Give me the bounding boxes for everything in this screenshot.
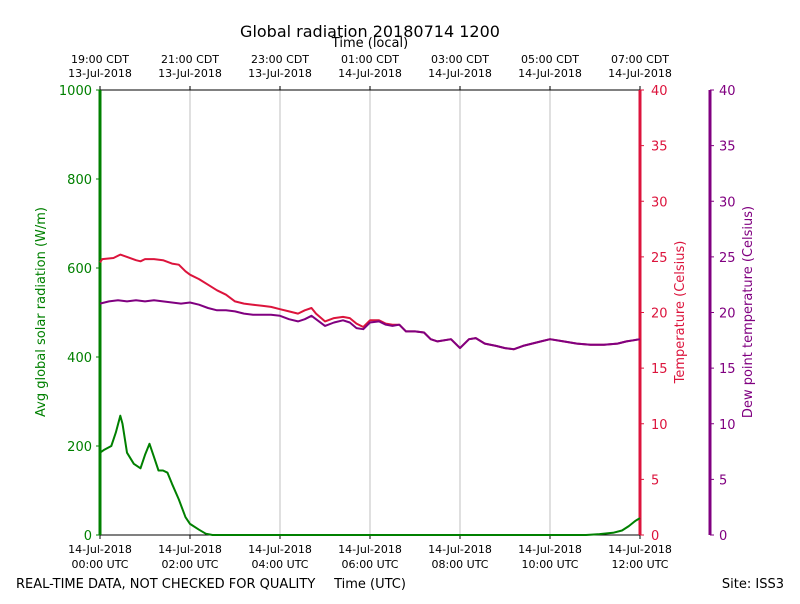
temperature-axis-tick-label: 35 [651, 140, 668, 155]
x-tick-label-date: 14-Jul-2018 [428, 543, 492, 556]
dewpoint-axis-label: Dew point temperature (Celsius) [741, 206, 756, 418]
radiation-axis-tick-label: 1000 [59, 84, 92, 99]
dewpoint-axis-tick-label: 20 [719, 307, 736, 322]
radiation-axis-tick-label: 200 [67, 440, 92, 455]
radiation-axis-tick-label: 600 [67, 262, 92, 277]
x-tick-label-time: 02:00 UTC [161, 558, 218, 571]
dewpoint-axis-tick-label: 30 [719, 195, 736, 210]
temperature-axis-tick-label: 20 [651, 307, 668, 322]
temperature-axis-tick-label: 10 [651, 418, 668, 433]
footer-quality-note: REAL-TIME DATA, NOT CHECKED FOR QUALITY [16, 577, 315, 592]
temperature-axis-tick-label: 15 [651, 362, 668, 377]
x-tick-label-date: 14-Jul-2018 [518, 543, 582, 556]
top-tick-label-time: 19:00 CDT [71, 53, 129, 66]
dewpoint-axis-tick-label: 5 [719, 473, 727, 488]
temperature-axis-tick-label: 0 [651, 529, 659, 544]
x-tick-label-date: 14-Jul-2018 [158, 543, 222, 556]
top-tick-label-time: 21:00 CDT [161, 53, 219, 66]
top-tick-label-date: 14-Jul-2018 [428, 67, 492, 80]
dewpoint-axis-tick-label: 25 [719, 251, 736, 266]
top-tick-label-date: 14-Jul-2018 [608, 67, 672, 80]
x-tick-label-time: 06:00 UTC [341, 558, 398, 571]
chart-title: Global radiation 20180714 1200 [240, 22, 500, 41]
top-tick-label-time: 03:00 CDT [431, 53, 489, 66]
x-tick-label-time: 12:00 UTC [611, 558, 668, 571]
top-tick-label-date: 14-Jul-2018 [338, 67, 402, 80]
radiation-series-line [99, 414, 641, 536]
x-tick-label-date: 14-Jul-2018 [68, 543, 132, 556]
temperature-axis-tick-label: 25 [651, 251, 668, 266]
x-tick-label-date: 14-Jul-2018 [248, 543, 312, 556]
x-tick-label-time: 00:00 UTC [71, 558, 128, 571]
x-tick-label-time: 08:00 UTC [431, 558, 488, 571]
radiation-axis-tick-label: 800 [67, 173, 92, 188]
dewpoint-axis-tick-label: 0 [719, 529, 727, 544]
temperature-axis-tick-label: 40 [651, 84, 668, 99]
top-tick-label-time: 23:00 CDT [251, 53, 309, 66]
dewpoint-axis-tick-label: 10 [719, 418, 736, 433]
x-axis-label: Time (UTC) [333, 577, 406, 592]
top-tick-label-date: 13-Jul-2018 [248, 67, 312, 80]
x-tick-label-time: 10:00 UTC [521, 558, 578, 571]
top-tick-label-time: 07:00 CDT [611, 53, 669, 66]
top-tick-label-date: 13-Jul-2018 [68, 67, 132, 80]
radiation-axis-label: Avg global solar radiation (W/m) [34, 207, 49, 417]
temperature-axis-label: Temperature (Celsius) [673, 241, 688, 385]
top-tick-label-time: 01:00 CDT [341, 53, 399, 66]
dewpoint-axis-tick-label: 35 [719, 140, 736, 155]
radiation-axis-tick-label: 400 [67, 351, 92, 366]
dewpoint-axis-tick-label: 15 [719, 362, 736, 377]
footer-site-label: Site: ISS3 [722, 577, 784, 592]
x-tick-label-time: 04:00 UTC [251, 558, 308, 571]
temperature-axis-tick-label: 5 [651, 473, 659, 488]
top-tick-label-date: 14-Jul-2018 [518, 67, 582, 80]
top-tick-label-time: 05:00 CDT [521, 53, 579, 66]
x-tick-label-date: 14-Jul-2018 [338, 543, 402, 556]
top-axis-label: Time (local) [331, 36, 408, 51]
top-tick-label-date: 13-Jul-2018 [158, 67, 222, 80]
dewpoint-series-line [99, 299, 641, 351]
dewpoint-axis-tick-label: 40 [719, 84, 736, 99]
temperature-axis-tick-label: 30 [651, 195, 668, 210]
radiation-axis-tick-label: 0 [84, 529, 92, 544]
x-tick-label-date: 14-Jul-2018 [608, 543, 672, 556]
